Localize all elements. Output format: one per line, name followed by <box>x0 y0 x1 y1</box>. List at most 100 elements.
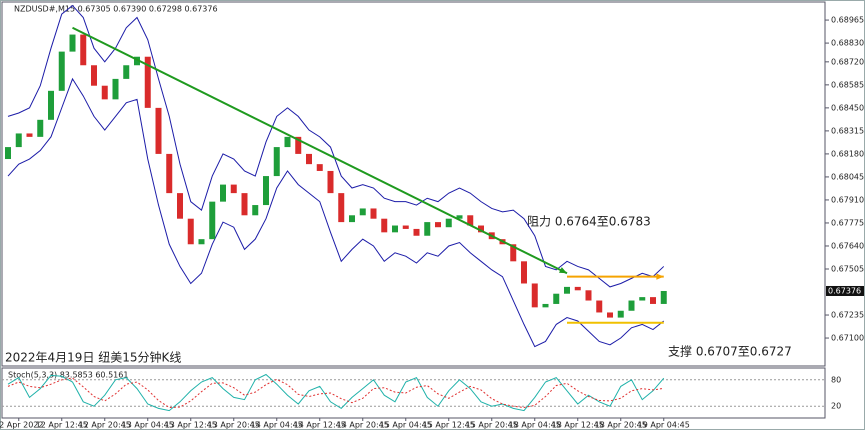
x-tick-label: 13 Apr 12:45 <box>165 421 217 430</box>
candle <box>26 133 33 137</box>
candle <box>650 297 656 304</box>
candle <box>359 208 366 216</box>
candle <box>48 90 54 120</box>
candle <box>424 222 431 236</box>
candle <box>316 164 323 171</box>
y-tick-label: 0.67640 <box>831 241 864 250</box>
candle <box>134 56 140 66</box>
chart-caption: 2022年4月19日 纽美15分钟K线 <box>5 350 181 365</box>
y-tick-label: 0.68965 <box>831 16 864 25</box>
bollinger-band <box>7 77 665 348</box>
candle <box>574 286 581 291</box>
price-label: 0.67376 <box>828 286 861 295</box>
y-tick-label: 0.68830 <box>831 39 864 48</box>
candle <box>349 215 355 223</box>
candle <box>166 153 173 194</box>
x-tick-label: 12 Apr 2022 <box>0 421 43 430</box>
candle <box>15 133 22 148</box>
y-tick-label: 80 <box>831 375 841 384</box>
x-tick-label: 18 Apr 20:45 <box>595 421 647 430</box>
candle <box>510 244 517 262</box>
candle <box>327 170 334 194</box>
candle <box>402 225 409 229</box>
candle <box>338 193 345 223</box>
candle <box>187 218 194 245</box>
y-tick-label: 0.68720 <box>831 57 864 66</box>
candle <box>177 193 183 219</box>
candle <box>445 218 452 228</box>
chart-title: NZDUSD#,M15 0.67305 0.67390 0.67298 0.67… <box>14 5 218 14</box>
candle <box>456 215 463 219</box>
candle <box>80 34 87 66</box>
x-tick-label: 15 Apr 04:45 <box>380 421 432 430</box>
candle <box>413 228 420 236</box>
candle <box>639 297 646 301</box>
candle <box>209 201 216 240</box>
y-tick-label: 0.68180 <box>831 149 864 158</box>
y-tick-label: 0.67505 <box>831 264 864 273</box>
x-tick-label: 12 Apr 12:45 <box>36 421 88 430</box>
candle <box>101 85 108 100</box>
bollinger-band <box>7 4 665 288</box>
candle <box>542 303 549 308</box>
candle <box>607 312 613 318</box>
candle <box>617 310 624 318</box>
stoch-line <box>7 377 664 409</box>
candle <box>112 78 119 100</box>
x-tick-label: 14 Apr 12:45 <box>294 421 346 430</box>
candle <box>295 136 302 154</box>
candle <box>198 239 205 245</box>
candle <box>123 65 130 79</box>
candle <box>91 65 97 86</box>
candle <box>273 147 280 177</box>
candle <box>370 208 377 219</box>
x-tick-label: 14 Apr 04:45 <box>251 421 303 430</box>
candle <box>37 119 44 137</box>
x-tick-label: 13 Apr 20:45 <box>208 421 260 430</box>
stoch-line <box>7 373 665 412</box>
x-tick-label: 18 Apr 12:45 <box>552 421 604 430</box>
y-tick-label: 20 <box>831 402 841 411</box>
arrow-head <box>559 267 567 274</box>
candle <box>306 153 312 165</box>
candle <box>628 300 635 311</box>
y-tick-label: 0.67100 <box>831 334 864 343</box>
candle <box>5 147 11 160</box>
y-tick-label: 0.67235 <box>831 311 864 320</box>
x-tick-label: 14 Apr 20:45 <box>337 421 389 430</box>
candle <box>220 184 226 202</box>
candle <box>69 34 76 52</box>
y-tick-label: 0.67775 <box>831 218 864 227</box>
resistance-note: 阻力 0.6764至0.6783 <box>527 215 651 229</box>
candle <box>521 261 527 284</box>
x-tick-label: 19 Apr 04:45 <box>638 421 690 430</box>
candle <box>241 193 248 216</box>
candle <box>230 184 237 194</box>
candle <box>435 222 441 228</box>
candle <box>381 218 388 233</box>
candle <box>564 286 570 294</box>
x-tick-label: 18 Apr 04:45 <box>509 421 561 430</box>
candle <box>144 56 151 108</box>
y-tick-label: 0.68585 <box>831 80 864 89</box>
support-note: 支撑 0.6707至0.6727 <box>668 344 792 359</box>
candle <box>155 107 162 154</box>
y-tick-label: 0.68450 <box>831 103 864 112</box>
y-tick-label: 0.68045 <box>831 172 864 181</box>
y-tick-label: 0.68315 <box>831 126 864 135</box>
candle <box>531 283 538 308</box>
trend-line <box>72 26 568 275</box>
candle <box>585 290 592 301</box>
x-tick-label: 12 Apr 20:45 <box>79 421 131 430</box>
candle <box>252 205 259 216</box>
x-tick-label: 13 Apr 04:45 <box>122 421 174 430</box>
price-box <box>826 285 864 296</box>
candle <box>392 225 398 233</box>
x-tick-label: 15 Apr 20:45 <box>466 421 518 430</box>
candle <box>284 136 291 148</box>
candle <box>660 290 667 304</box>
candle <box>263 176 269 206</box>
x-tick-label: 15 Apr 12:45 <box>423 421 475 430</box>
